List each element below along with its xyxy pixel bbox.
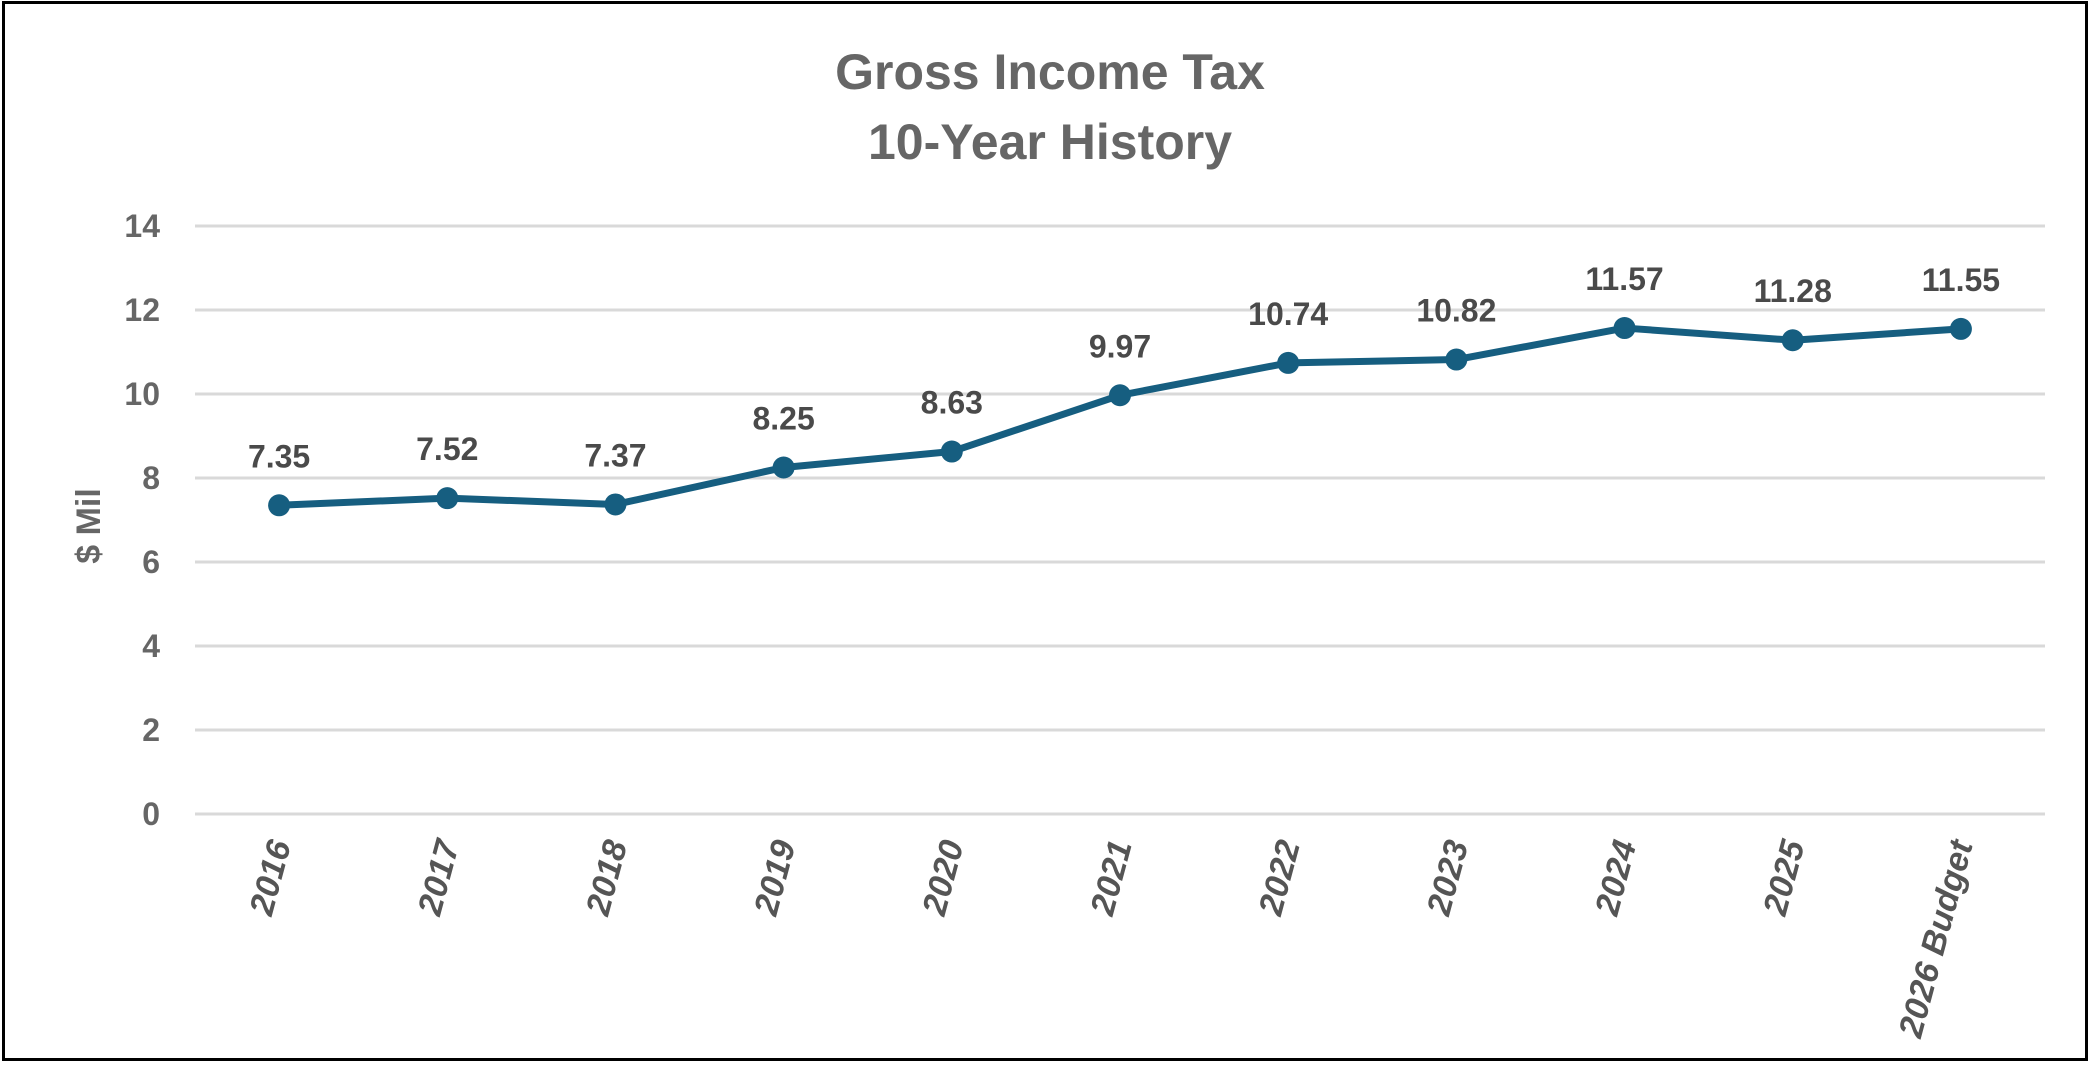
data-label: 10.82 [1416, 293, 1496, 329]
data-points [268, 317, 1972, 517]
x-tick-label: 2025 [1756, 835, 1813, 920]
data-point [604, 493, 627, 516]
y-tick-label: 14 [124, 208, 160, 244]
x-tick-label: 2017 [410, 834, 467, 920]
x-tick-label: 2026 Budget [1891, 835, 1981, 1043]
data-labels: 7.35 7.52 7.37 8.25 8.63 9.97 10.74 10.82 11.57 1… [248, 261, 2000, 474]
line-chart: Gross Income Tax 10-Year History $ Mil 0… [70, 44, 2045, 1042]
x-tick-label: 2021 [1083, 836, 1140, 920]
data-label: 10.74 [1248, 296, 1328, 332]
data-label: 9.97 [1089, 328, 1151, 364]
x-tick-label: 2018 [579, 836, 636, 920]
y-tick-labels: 0 2 4 6 8 10 12 14 [124, 208, 160, 832]
y-tick-label: 2 [142, 712, 160, 748]
y-axis-label: $ Mil [70, 488, 108, 564]
data-point [1613, 317, 1636, 340]
data-point [940, 440, 963, 463]
x-tick-label: 2023 [1420, 836, 1477, 920]
data-point [436, 487, 459, 510]
y-tick-label: 10 [124, 376, 160, 412]
data-label: 11.57 [1585, 261, 1663, 297]
data-point [1949, 317, 1972, 340]
data-label: 8.63 [921, 385, 983, 421]
chart-subtitle: 10-Year History [868, 114, 1232, 170]
data-label: 11.55 [1922, 262, 2000, 298]
x-tick-labels: 2016 2017 2018 2019 2020 2021 2022 2023 2024 2025… [242, 834, 1981, 1042]
y-tick-label: 6 [142, 544, 160, 580]
x-tick-label: 2020 [915, 836, 972, 920]
x-tick-label: 2019 [747, 836, 804, 920]
data-point [1109, 384, 1131, 407]
data-point [1781, 329, 1804, 352]
gridlines [195, 224, 2045, 816]
data-label: 7.52 [416, 431, 478, 467]
chart-title: Gross Income Tax [835, 44, 1265, 100]
data-point [1277, 351, 1300, 374]
y-tick-label: 4 [142, 628, 160, 664]
data-point [772, 456, 795, 479]
y-tick-label: 0 [142, 796, 160, 832]
x-tick-label: 2024 [1588, 836, 1645, 920]
data-label: 7.35 [248, 438, 310, 474]
data-label: 11.28 [1754, 273, 1832, 309]
data-point [268, 494, 291, 517]
data-label: 8.25 [752, 401, 814, 437]
y-tick-label: 12 [124, 292, 160, 328]
data-label: 7.37 [584, 437, 646, 473]
data-point [1445, 348, 1468, 371]
x-tick-label: 2016 [242, 835, 299, 920]
y-tick-label: 8 [142, 460, 160, 496]
x-tick-label: 2022 [1251, 836, 1308, 920]
